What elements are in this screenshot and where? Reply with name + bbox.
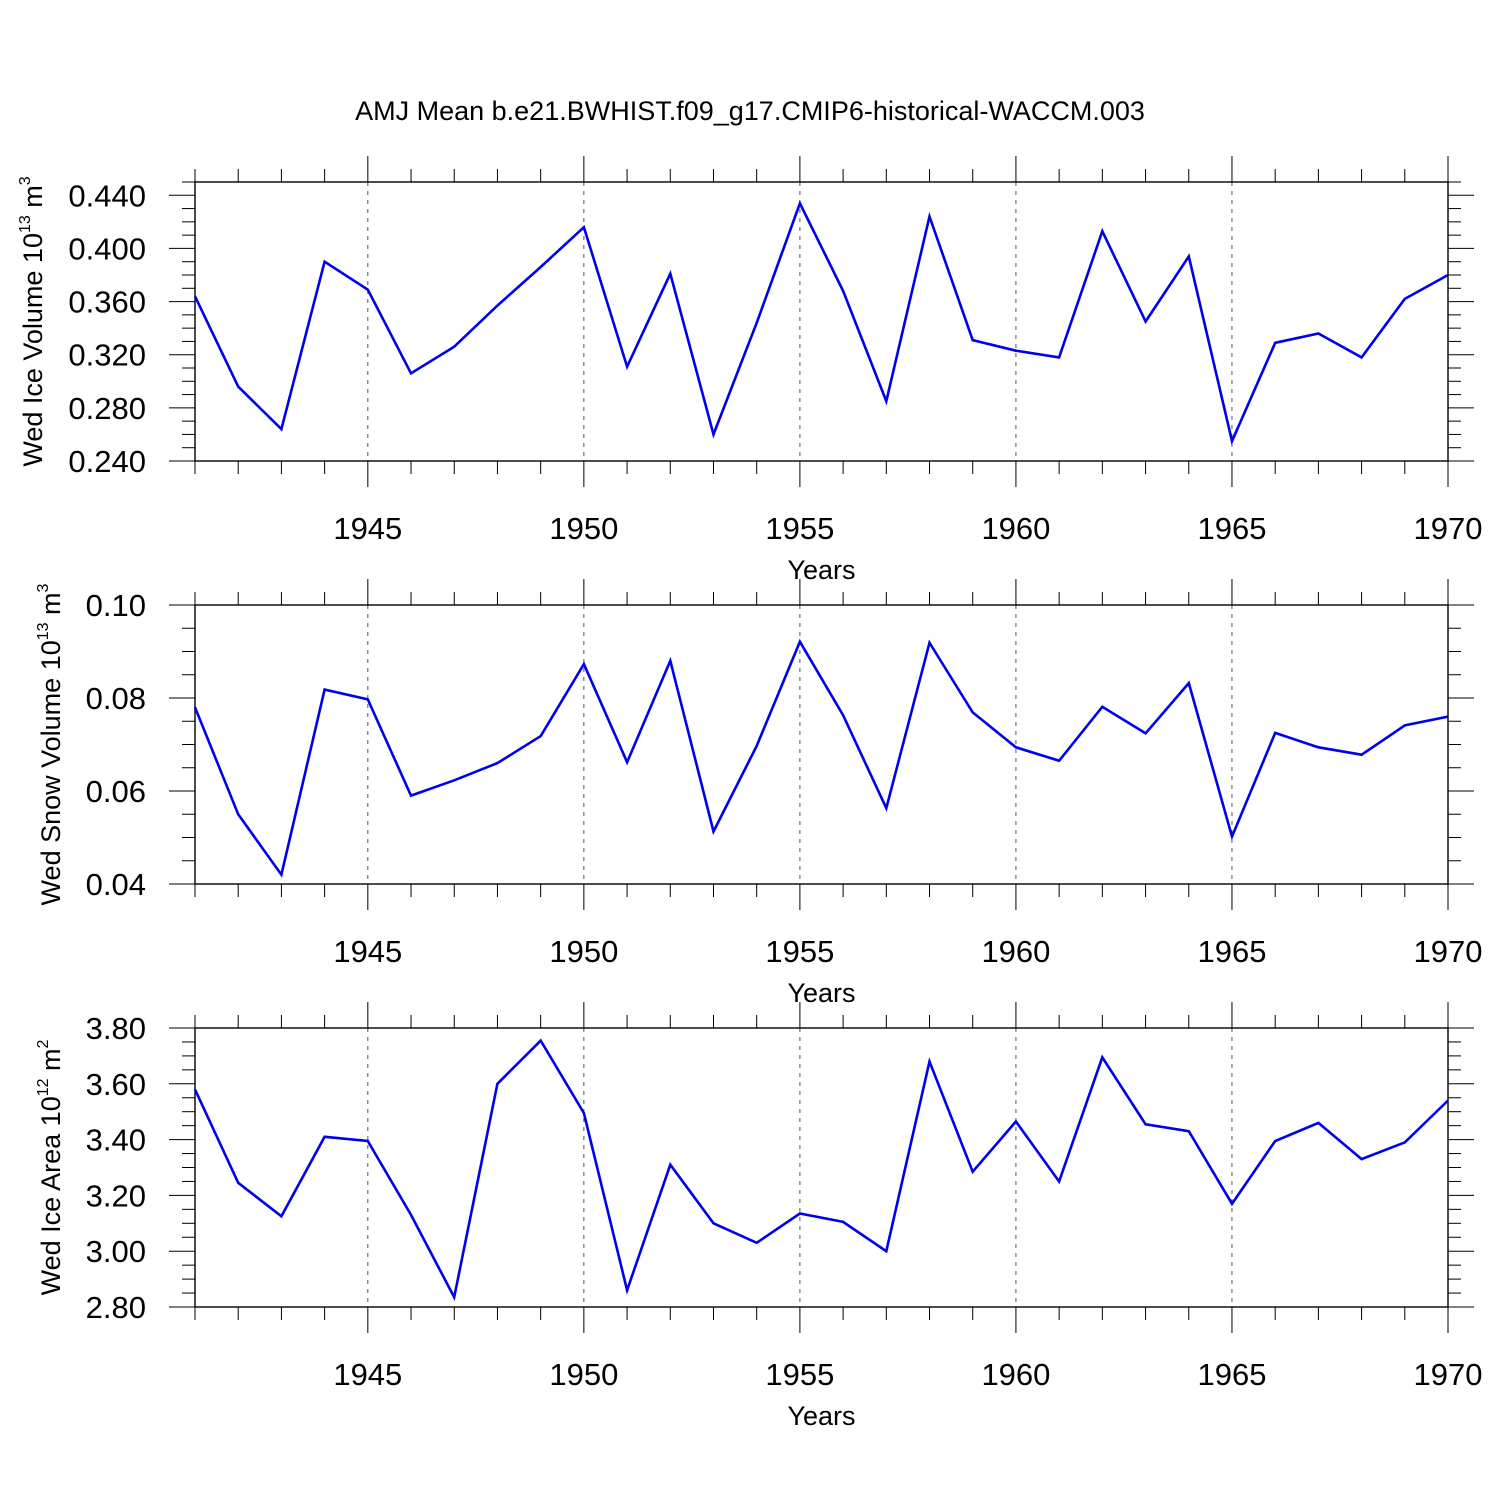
x-tick-label-1960: 1960 <box>981 934 1050 969</box>
chart-panel-2: 0.04 0.06 0.08 0.10 1945 1950 1955 1960 1965 1970… <box>35 579 1482 1008</box>
x-tick-label-1955: 1955 <box>765 934 834 969</box>
y-tick-label: 0.240 <box>68 444 146 479</box>
y-tick-label: 3.20 <box>86 1178 146 1213</box>
y-axis-title-main: Wed Ice Area 10 <box>36 1096 66 1295</box>
x-tick-label-1960: 1960 <box>981 511 1050 546</box>
x-tick-label-1970: 1970 <box>1414 934 1483 969</box>
x-tick-label-1950: 1950 <box>549 511 618 546</box>
y-tick-label: 0.440 <box>68 178 146 213</box>
x-tick-label-1955: 1955 <box>765 511 834 546</box>
series-line <box>193 199 1449 446</box>
y-tick-label: 0.400 <box>68 231 146 266</box>
y-tick-label: 3.60 <box>86 1067 146 1102</box>
y-axis-title: Wed Ice Volume 1013 m3 <box>17 176 48 466</box>
x-tick-label-1950: 1950 <box>549 1357 618 1392</box>
x-tick-label-1970: 1970 <box>1414 511 1483 546</box>
series-line <box>193 638 1449 878</box>
y-axis-title-exponent: 13 <box>35 622 52 640</box>
x-axis-title: Years <box>787 978 855 1008</box>
y-axis-title-main: Wed Ice Volume 10 <box>18 233 48 467</box>
y-axis-title-main: Wed Snow Volume 10 <box>36 640 66 905</box>
x-axis-title: Years <box>787 1401 855 1431</box>
x-tick-label-1945: 1945 <box>333 934 402 969</box>
y-tick-label: 3.00 <box>86 1234 146 1269</box>
y-tick-label: 0.04 <box>86 867 146 902</box>
x-tick-label-1960: 1960 <box>981 1357 1050 1392</box>
y-tick-label: 0.06 <box>86 774 146 809</box>
plot-frame <box>194 604 1449 885</box>
y-tick-label: 2.80 <box>86 1290 146 1325</box>
y-tick-label: 0.10 <box>86 588 146 623</box>
y-axis-title: Wed Snow Volume 1013 m3 <box>35 583 66 905</box>
y-tick-label: 0.280 <box>68 391 146 426</box>
y-axis-title-unit-exponent: 3 <box>17 176 34 185</box>
y-axis-title-unit: m <box>36 592 66 622</box>
y-tick-label: 3.80 <box>86 1011 146 1046</box>
chart-panel-1: 0.240 0.280 0.320 0.360 0.400 0.440 1945 1950 19… <box>17 156 1482 585</box>
panels: 0.240 0.280 0.320 0.360 0.400 0.440 1945 1950 19… <box>17 156 1482 1431</box>
y-axis-title-unit-exponent: 2 <box>35 1039 52 1048</box>
x-tick-label-1945: 1945 <box>333 511 402 546</box>
series-line <box>193 1038 1449 1302</box>
y-axis-title-unit: m <box>36 1048 66 1078</box>
y-tick-label: 0.08 <box>86 681 146 716</box>
chart-panel-3: 2.80 3.00 3.20 3.40 3.60 3.80 1945 1950 1955 1960… <box>35 1002 1482 1431</box>
y-axis-title-exponent: 13 <box>17 215 34 233</box>
x-axis-title: Years <box>787 555 855 585</box>
x-tick-label-1965: 1965 <box>1197 511 1266 546</box>
y-axis-title-exponent: 12 <box>35 1078 52 1096</box>
plot-frame <box>194 181 1449 462</box>
y-axis-title-unit: m <box>18 185 48 215</box>
chart-title: AMJ Mean b.e21.BWHIST.f09_g17.CMIP6-hist… <box>355 96 1145 126</box>
x-tick-label-1965: 1965 <box>1197 1357 1266 1392</box>
y-tick-label: 3.40 <box>86 1123 146 1158</box>
x-tick-label-1945: 1945 <box>333 1357 402 1392</box>
x-tick-label-1950: 1950 <box>549 934 618 969</box>
y-axis-title: Wed Ice Area 1012 m2 <box>35 1039 66 1295</box>
x-tick-label-1965: 1965 <box>1197 934 1266 969</box>
x-tick-label-1970: 1970 <box>1414 1357 1483 1392</box>
y-axis-title-unit-exponent: 3 <box>35 583 52 592</box>
y-tick-label: 0.320 <box>68 338 146 373</box>
y-tick-label: 0.360 <box>68 285 146 320</box>
x-tick-label-1955: 1955 <box>765 1357 834 1392</box>
